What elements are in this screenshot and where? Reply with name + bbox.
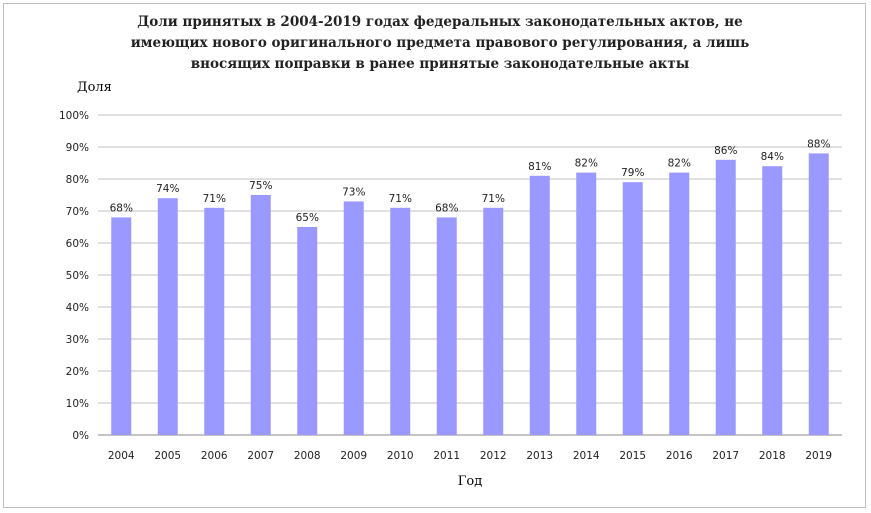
y-tick-label: 10% [66,398,89,410]
y-tick-label: 0% [72,430,89,442]
bar-2017 [715,159,736,436]
bar-2016 [669,172,690,435]
y-tick-label: 90% [66,142,89,154]
data-label: 74% [156,183,179,195]
x-tick-label: 2015 [619,450,646,462]
x-tick-label: 2018 [759,450,786,462]
bar-2004 [111,217,132,435]
data-label: 71% [389,193,412,205]
y-tick-label: 50% [66,270,89,282]
x-tick-label: 2006 [201,450,228,462]
x-tick-label: 2009 [340,450,367,462]
y-tick-label: 40% [66,302,89,314]
y-tick-label: 100% [59,110,89,122]
x-axis-label: Год [457,474,483,489]
data-label: 84% [761,151,784,163]
data-label: 73% [342,186,365,198]
y-tick-label: 80% [66,174,89,186]
bar-2013 [529,175,550,436]
bar-2007 [250,195,271,435]
bar-2008 [297,227,318,435]
bar-2011 [436,217,457,435]
bar-2010 [390,207,411,435]
x-tick-label: 2019 [805,450,832,462]
x-tick-label: 2013 [526,450,553,462]
bar-2006 [204,207,225,435]
data-label: 68% [435,202,458,214]
data-label: 79% [621,167,644,179]
data-label: 82% [575,158,598,170]
x-tick-label: 2017 [712,450,739,462]
bar-2015 [622,182,643,435]
x-tick-label: 2012 [480,450,507,462]
x-tick-label: 2016 [666,450,693,462]
x-tick-label: 2014 [573,450,600,462]
title-line: Доли принятых в 2004-2019 годах федераль… [137,14,743,30]
bar-2014 [576,172,597,435]
x-tick-label: 2007 [247,450,274,462]
data-label: 65% [296,212,319,224]
chart-title: Доли принятых в 2004-2019 годах федераль… [90,12,790,75]
x-tick-label: 2005 [154,450,181,462]
y-tick-label: 30% [66,334,89,346]
data-label: 71% [482,193,505,205]
data-label: 82% [668,158,691,170]
data-label: 88% [807,138,830,150]
title-line: вносящих поправки в ранее принятые закон… [190,56,690,72]
x-tick-label: 2004 [108,450,135,462]
x-tick-label: 2010 [387,450,414,462]
title-line: имеющих нового оригинального предмета пр… [130,35,750,51]
data-label: 68% [110,202,133,214]
x-tick-label: 2011 [433,450,460,462]
data-label: 81% [528,161,551,173]
data-label: 86% [714,145,737,157]
bar-2018 [762,166,783,435]
bar-2005 [157,198,178,435]
y-tick-label: 20% [66,366,89,378]
x-tick-label: 2008 [294,450,321,462]
bar-2019 [808,153,829,435]
data-label: 75% [249,180,272,192]
data-label: 71% [203,193,226,205]
bar-2012 [483,207,504,435]
bar-2009 [343,201,364,435]
y-tick-label: 60% [66,238,89,250]
y-tick-label: 70% [66,206,89,218]
chart-frame [3,3,866,508]
y-axis-label: Доля [77,80,112,95]
